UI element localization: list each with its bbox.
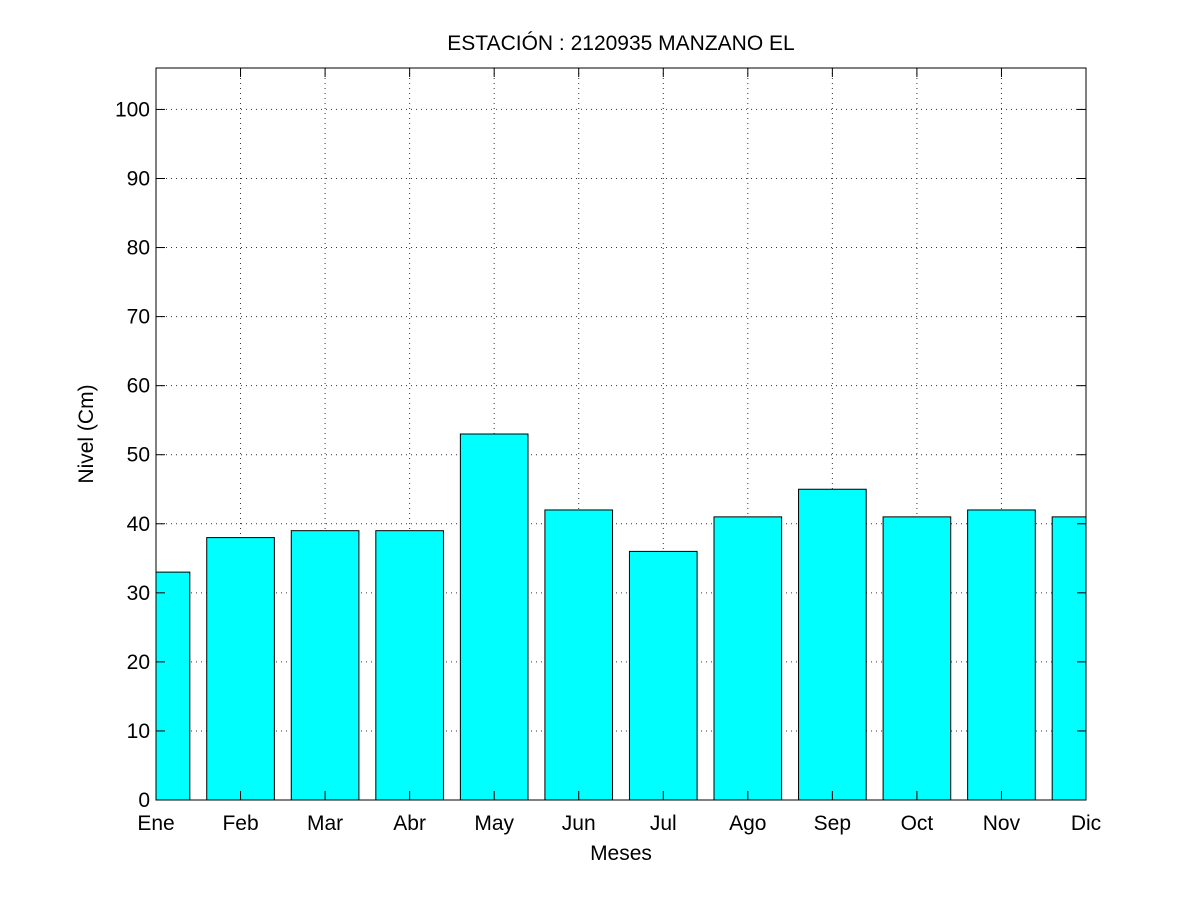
x-tick-label: Oct [901, 812, 934, 835]
bar-sep [798, 488, 867, 801]
y-tick-label: 100 [115, 98, 150, 121]
x-tick-label: Feb [222, 812, 258, 835]
bar-feb [206, 537, 275, 801]
x-axis-label: Meses [590, 842, 652, 865]
x-tick-label: May [474, 812, 514, 835]
x-tick-label: Ago [729, 812, 766, 835]
y-tick-label: 30 [127, 582, 150, 605]
y-axis-label: Nivel (Cm) [75, 384, 98, 483]
bar-mar [290, 530, 360, 801]
x-tick-label: Jul [650, 812, 677, 835]
x-tick-label: Sep [814, 812, 851, 835]
axis-ticks [155, 68, 1087, 801]
y-tick-label: 40 [127, 513, 150, 536]
x-tick-label: Mar [307, 812, 343, 835]
y-tick-label: 80 [127, 237, 150, 260]
x-tick-label: Dic [1071, 812, 1101, 835]
x-tick-label: Nov [983, 812, 1021, 835]
x-tick-label: Abr [393, 812, 426, 835]
y-tick-label: 70 [127, 306, 150, 329]
plot-frame [155, 67, 1087, 801]
y-tick-label: 10 [127, 720, 150, 743]
bar-oct [882, 516, 952, 801]
bar-jun [544, 509, 614, 801]
bar-may [459, 433, 529, 801]
bar-dic [1051, 516, 1087, 801]
y-tick-label: 20 [127, 651, 150, 674]
y-tick-label: 90 [127, 167, 150, 190]
bar-nov [967, 509, 1036, 801]
bar-ago [713, 516, 783, 801]
bar-ene [155, 571, 191, 801]
y-tick-label: 0 [138, 789, 150, 812]
y-tick-label: 50 [127, 444, 150, 467]
chart-title: ESTACIÓN : 2120935 MANZANO EL [447, 32, 794, 55]
bar-abr [375, 530, 444, 801]
bar-jul [628, 550, 698, 801]
x-tick-label: Ene [137, 812, 174, 835]
x-tick-label: Jun [562, 812, 596, 835]
y-tick-label: 60 [127, 375, 150, 398]
bars [155, 433, 1087, 801]
tick-labels: 0 10 20 30 40 50 60 70 80 90 100 Ene Feb Mar Abr May Jun… [115, 98, 1101, 835]
